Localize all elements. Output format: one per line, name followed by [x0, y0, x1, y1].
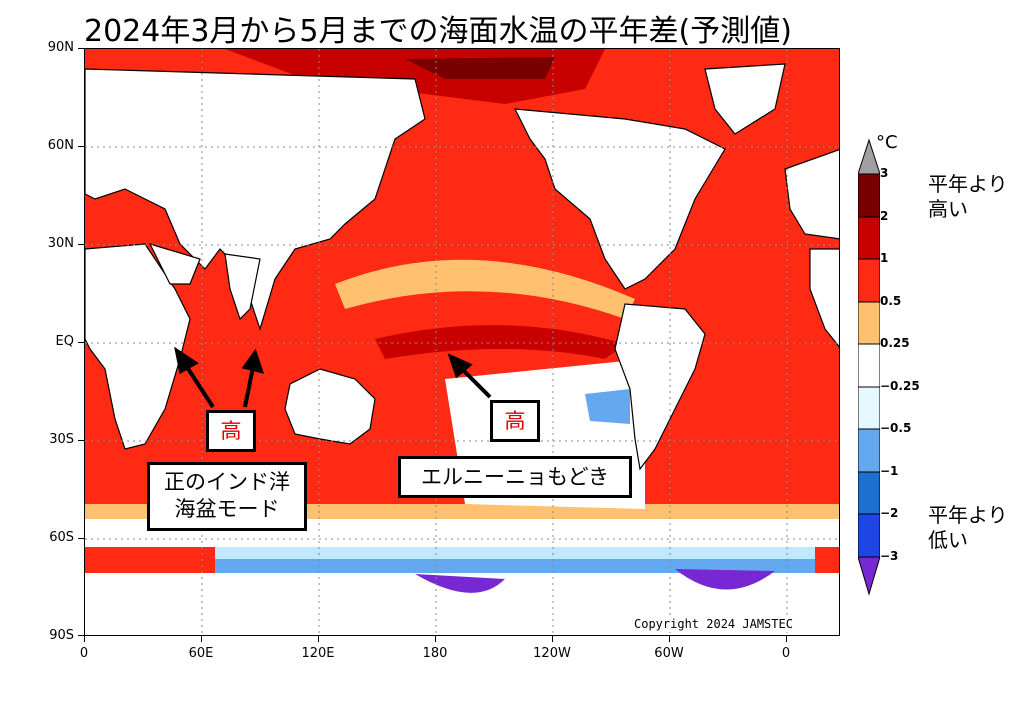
- legend-tick: 2: [880, 209, 889, 223]
- legend-tick: 0.25: [880, 336, 910, 350]
- lon-tick: [318, 636, 319, 642]
- legend-high-label: 平年より 高い: [928, 172, 1008, 222]
- southern-ocean-band-blue: [215, 559, 815, 573]
- legend-tick: −1: [880, 464, 899, 478]
- lon-tick: [669, 636, 670, 642]
- nino-arrow-head: [447, 353, 473, 379]
- legend-swatch-025-05: [858, 301, 880, 345]
- legend-low-label: 平年より 低い: [928, 503, 1008, 553]
- south-america: [614, 303, 706, 471]
- lat-label-30n: 30N: [47, 236, 74, 251]
- india: [224, 253, 261, 321]
- lon-label-60w: 60W: [654, 646, 684, 661]
- arabia: [148, 243, 201, 285]
- legend-tick: −2: [880, 506, 899, 520]
- lat-tick: [78, 635, 84, 636]
- lat-label-30s: 30S: [49, 432, 74, 447]
- legend-tick: 0.5: [880, 294, 902, 308]
- iod-mode-label-line1: 正のインド洋: [164, 470, 290, 494]
- north-pacific-orange-band: [335, 259, 635, 319]
- lon-tick: [84, 636, 85, 642]
- legend-tick: −0.5: [880, 421, 912, 435]
- lon-label-60e: 60E: [188, 646, 214, 661]
- africa-west-wrap: [809, 248, 839, 348]
- legend-swatch-m025-m05: [858, 386, 880, 430]
- australia: [284, 368, 376, 445]
- lat-label-eq: EQ: [55, 334, 74, 349]
- lon-label-0-right: 0: [781, 646, 791, 661]
- legend-swatch-m05-m1: [858, 428, 880, 473]
- map-svg: [85, 49, 839, 635]
- south-pacific-cool-patch: [585, 389, 630, 424]
- lat-tick: [78, 538, 84, 539]
- lon-label-120w: 120W: [533, 646, 571, 661]
- lon-tick: [786, 636, 787, 642]
- legend-swatch-above-3: [858, 138, 880, 175]
- copyright-notice: Copyright 2024 JAMSTEC: [630, 616, 797, 632]
- sst-anomaly-map: [84, 48, 840, 636]
- africa: [85, 243, 191, 450]
- lat-label-90n: 90N: [47, 40, 74, 55]
- lon-label-0: 0: [79, 646, 89, 661]
- legend-swatch-2-3: [858, 173, 880, 218]
- legend-swatch-m1-m2: [858, 471, 880, 515]
- lon-label-120e: 120E: [301, 646, 335, 661]
- legend-swatch-1-2: [858, 216, 880, 260]
- lat-tick: [78, 146, 84, 147]
- iod-high-callout: 高: [206, 410, 256, 452]
- iod-mode-label-line2: 海盆モード: [174, 497, 280, 522]
- el-nino-modoki-label: エルニーニョもどき: [398, 456, 632, 498]
- legend-swatch-m2-m3: [858, 513, 880, 558]
- weddell-cold-patch: [675, 569, 775, 590]
- antarctic-cold-patch: [415, 574, 505, 593]
- legend-tick: 3: [880, 166, 889, 180]
- legend-tick: 1: [880, 251, 889, 265]
- lon-tick: [201, 636, 202, 642]
- lat-label-60n: 60N: [47, 138, 74, 153]
- iod-arrow-left: [183, 362, 215, 409]
- north-america: [513, 108, 726, 290]
- nino-arrow: [458, 365, 492, 399]
- europe-west: [784, 149, 839, 240]
- legend-tick: −0.25: [880, 379, 920, 393]
- legend-low-line2: 低い: [928, 528, 968, 552]
- legend-swatch-below-m3: [858, 556, 880, 596]
- iod-arrow-right: [243, 366, 255, 408]
- lat-tick: [78, 342, 84, 343]
- legend-low-line1: 平年より: [928, 503, 1008, 527]
- legend-tick: −3: [880, 549, 899, 563]
- lon-label-180: 180: [422, 646, 448, 661]
- lat-tick: [78, 244, 84, 245]
- legend-swatch-05-1: [858, 258, 880, 303]
- iod-mode-label: 正のインド洋 海盆モード: [147, 462, 307, 531]
- iod-arrow-left-head: [174, 346, 199, 375]
- lon-tick: [552, 636, 553, 642]
- annotation-arrows: [174, 346, 492, 409]
- land-masses: [85, 63, 839, 471]
- greenland: [704, 63, 786, 135]
- legend-unit: °C: [876, 132, 898, 153]
- lat-tick: [78, 48, 84, 49]
- iod-arrow-right-head: [241, 348, 265, 374]
- legend-swatch-neutral: [858, 343, 880, 388]
- legend-colorbar: [858, 138, 880, 596]
- legend-high-line2: 高い: [928, 197, 968, 221]
- lat-label-90s: 90S: [49, 628, 74, 643]
- legend-high-line1: 平年より: [928, 172, 1008, 196]
- arctic-strong-warm: [405, 57, 555, 79]
- nino-high-callout: 高: [490, 400, 540, 442]
- lat-tick: [78, 440, 84, 441]
- map-title: 2024年3月から5月までの海面水温の平年差(予測値): [84, 14, 792, 49]
- lat-label-60s: 60S: [49, 530, 74, 545]
- central-pacific-warm-tongue: [375, 325, 625, 359]
- lon-tick: [435, 636, 436, 642]
